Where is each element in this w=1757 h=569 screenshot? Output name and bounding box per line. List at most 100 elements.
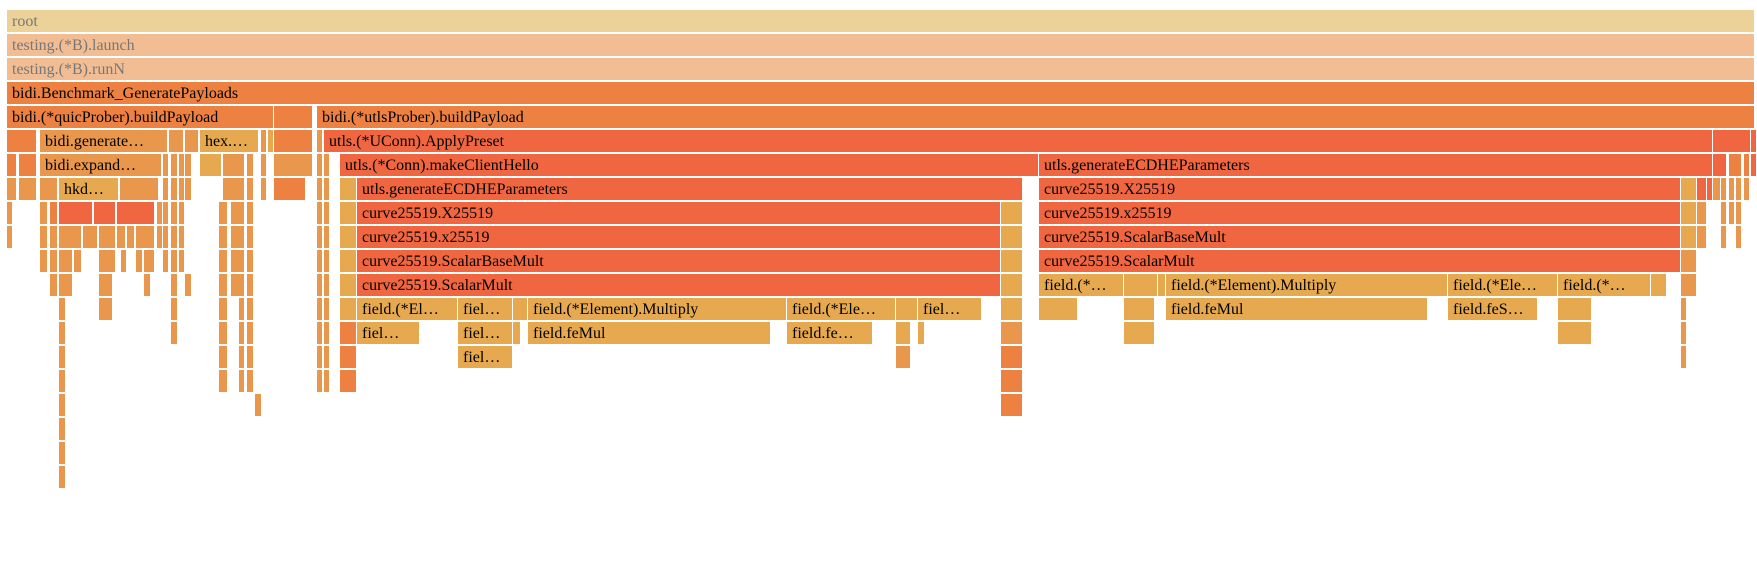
- flame-frame[interactable]: field.(*…: [1558, 274, 1651, 297]
- flame-frame[interactable]: curve25519.x25519: [357, 226, 1001, 249]
- flame-frame[interactable]: field.feMul: [528, 322, 771, 345]
- flame-frame[interactable]: [179, 250, 185, 273]
- flame-frame[interactable]: [179, 226, 185, 249]
- flame-frame[interactable]: [247, 226, 254, 249]
- flame-frame[interactable]: hex.…: [200, 130, 259, 153]
- flame-frame[interactable]: field.feS…: [1448, 298, 1538, 321]
- flame-frame[interactable]: [1681, 322, 1687, 345]
- flame-frame[interactable]: [340, 346, 357, 369]
- flame-frame[interactable]: [185, 178, 192, 201]
- flame-frame[interactable]: [231, 274, 245, 297]
- flame-frame[interactable]: [136, 226, 155, 249]
- flame-frame[interactable]: bidi.expand…: [40, 154, 162, 177]
- flame-frame[interactable]: [99, 226, 116, 249]
- flame-frame[interactable]: [340, 202, 357, 225]
- flame-frame[interactable]: [185, 154, 192, 177]
- flame-frame[interactable]: [7, 130, 37, 153]
- flame-frame[interactable]: [99, 250, 116, 273]
- flame-frame[interactable]: [59, 394, 66, 417]
- flame-frame[interactable]: [247, 274, 254, 297]
- flame-frame[interactable]: [1001, 202, 1023, 225]
- flame-frame[interactable]: [50, 226, 58, 249]
- flame-frame[interactable]: [1681, 178, 1697, 201]
- flame-frame[interactable]: field.feMul: [1166, 298, 1428, 321]
- flame-frame[interactable]: testing.(*B).runN: [7, 58, 1755, 81]
- flame-frame[interactable]: [121, 250, 127, 273]
- flame-frame[interactable]: [317, 154, 323, 177]
- flame-frame[interactable]: field.(*Ele…: [787, 298, 896, 321]
- flame-frame[interactable]: [169, 130, 184, 153]
- flame-frame[interactable]: utls.generateECDHEParameters: [357, 178, 1023, 201]
- flame-frame[interactable]: [59, 370, 66, 393]
- flame-frame[interactable]: [1558, 298, 1592, 321]
- flame-frame[interactable]: [163, 202, 169, 225]
- flame-frame[interactable]: [120, 178, 159, 201]
- flame-frame[interactable]: [239, 322, 245, 345]
- flame-frame[interactable]: [74, 250, 82, 273]
- flame-frame[interactable]: field.(*Ele…: [1448, 274, 1558, 297]
- flame-frame[interactable]: [324, 154, 330, 177]
- flame-frame[interactable]: [59, 346, 66, 369]
- flame-frame[interactable]: [1681, 202, 1697, 225]
- flame-frame[interactable]: [274, 154, 313, 177]
- flame-frame[interactable]: [268, 130, 274, 153]
- flame-frame[interactable]: [1713, 130, 1751, 153]
- flame-frame[interactable]: [179, 154, 185, 177]
- flame-frame[interactable]: [7, 154, 17, 177]
- flame-frame[interactable]: [171, 202, 178, 225]
- flame-frame[interactable]: [163, 250, 169, 273]
- flame-frame[interactable]: [1124, 274, 1158, 297]
- flame-frame[interactable]: bidi.(*utlsProber).buildPayload: [317, 106, 1755, 129]
- flame-frame[interactable]: [317, 178, 323, 201]
- flame-frame[interactable]: [1001, 394, 1023, 417]
- flame-frame[interactable]: [1707, 178, 1713, 201]
- flame-frame[interactable]: [1681, 250, 1697, 273]
- flame-frame[interactable]: bidi.generate…: [40, 130, 168, 153]
- flame-frame[interactable]: [340, 178, 357, 201]
- flame-frame[interactable]: [157, 226, 163, 249]
- flame-frame[interactable]: [247, 346, 254, 369]
- flame-frame[interactable]: [239, 370, 245, 393]
- flame-frame[interactable]: [231, 226, 245, 249]
- flame-frame[interactable]: [1751, 130, 1757, 153]
- flame-frame[interactable]: fiel…: [458, 322, 513, 345]
- flame-frame[interactable]: [7, 178, 17, 201]
- flame-frame[interactable]: [324, 274, 330, 297]
- flame-frame[interactable]: [117, 226, 126, 249]
- flame-frame[interactable]: [1744, 154, 1750, 177]
- flame-frame[interactable]: fiel…: [357, 322, 420, 345]
- flame-frame[interactable]: field.(*El…: [357, 298, 458, 321]
- flame-frame[interactable]: [19, 154, 37, 177]
- flame-frame[interactable]: field.(*Element).Multiply: [528, 298, 787, 321]
- flame-frame[interactable]: [340, 226, 357, 249]
- flame-frame[interactable]: [1729, 154, 1742, 177]
- flame-frame[interactable]: [247, 202, 254, 225]
- flame-frame[interactable]: [40, 202, 48, 225]
- flame-frame[interactable]: [59, 298, 66, 321]
- flame-frame[interactable]: [59, 466, 66, 489]
- flame-frame[interactable]: [261, 154, 267, 177]
- flame-frame[interactable]: [219, 226, 228, 249]
- flame-frame[interactable]: [896, 298, 918, 321]
- flame-frame[interactable]: [231, 202, 245, 225]
- flame-frame[interactable]: [1001, 298, 1023, 321]
- flame-frame[interactable]: [117, 202, 155, 225]
- flame-frame[interactable]: curve25519.X25519: [357, 202, 1001, 225]
- flame-frame[interactable]: utls.generateECDHEParameters: [1039, 154, 1713, 177]
- flame-frame[interactable]: [324, 298, 330, 321]
- flame-frame[interactable]: [40, 250, 48, 273]
- flame-frame[interactable]: [171, 274, 178, 297]
- flame-frame[interactable]: [59, 322, 66, 345]
- flame-frame[interactable]: [219, 274, 228, 297]
- flame-frame[interactable]: [1713, 178, 1721, 201]
- flame-frame[interactable]: [94, 202, 116, 225]
- flame-frame[interactable]: [317, 370, 323, 393]
- flame-frame[interactable]: [1124, 298, 1155, 321]
- flame-frame[interactable]: [324, 226, 330, 249]
- flame-frame[interactable]: [1001, 226, 1023, 249]
- flame-frame[interactable]: [1001, 274, 1023, 297]
- flame-frame[interactable]: utls.(*Conn).makeClientHello: [340, 154, 1039, 177]
- flame-frame[interactable]: [171, 322, 178, 345]
- flame-frame[interactable]: [239, 346, 245, 369]
- flame-frame[interactable]: [1736, 226, 1742, 249]
